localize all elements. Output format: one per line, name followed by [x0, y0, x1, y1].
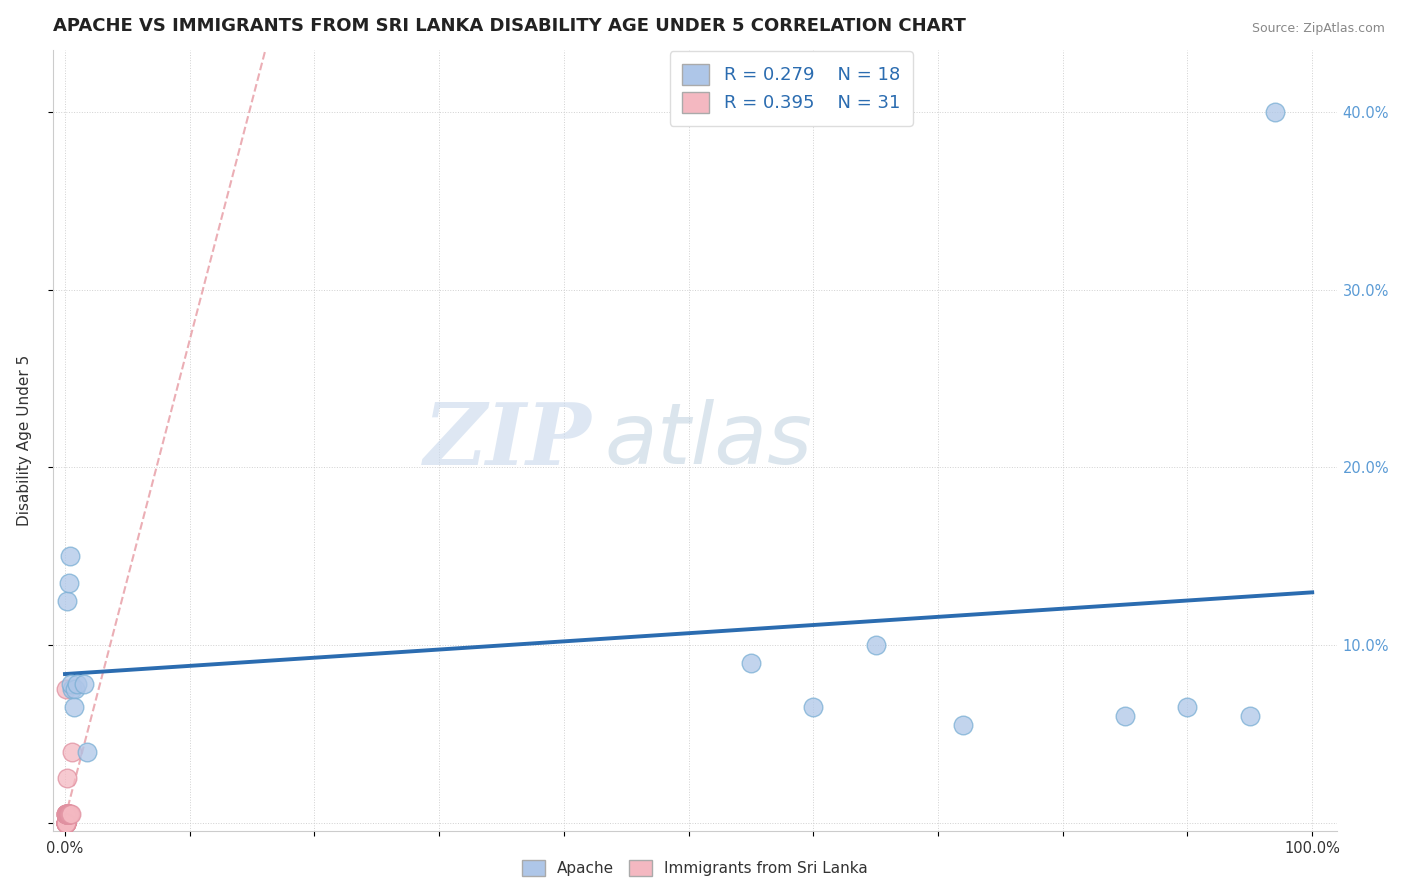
Point [56, 593, 79, 607]
Point [55, 815, 77, 830]
Point [55, 815, 77, 830]
Point [55, 815, 77, 830]
Text: APACHE VS IMMIGRANTS FROM SRI LANKA DISABILITY AGE UNDER 5 CORRELATION CHART: APACHE VS IMMIGRANTS FROM SRI LANKA DISA… [52, 17, 966, 35]
Point [60, 677, 83, 691]
Point [60, 806, 83, 821]
Point [55, 815, 77, 830]
Point [58, 575, 80, 590]
Point [66, 677, 89, 691]
Point [55, 815, 77, 830]
Point [56, 806, 79, 821]
Point [55, 815, 77, 830]
Text: ZIP: ZIP [425, 399, 592, 483]
Point [62, 682, 84, 697]
Point [55, 815, 77, 830]
Point [73, 677, 96, 691]
Point [952, 718, 974, 732]
Text: atlas: atlas [605, 400, 813, 483]
Point [55, 815, 77, 830]
Point [1239, 709, 1261, 723]
Point [62, 700, 84, 714]
Point [58, 806, 80, 821]
Point [56, 806, 79, 821]
Point [63, 682, 86, 697]
Point [1177, 700, 1199, 714]
Point [58, 806, 80, 821]
Legend: Apache, Immigrants from Sri Lanka: Apache, Immigrants from Sri Lanka [516, 855, 875, 882]
Point [55, 815, 77, 830]
Point [58, 806, 80, 821]
Point [76, 745, 98, 759]
Point [740, 656, 762, 670]
Point [56, 771, 79, 785]
Point [55, 806, 77, 821]
Point [59, 549, 82, 564]
Point [56, 806, 79, 821]
Point [1114, 709, 1136, 723]
Point [55, 806, 77, 821]
Point [865, 638, 887, 652]
Point [1264, 105, 1286, 120]
Point [801, 700, 824, 714]
Point [56, 806, 79, 821]
Point [55, 682, 77, 697]
Y-axis label: Disability Age Under 5: Disability Age Under 5 [17, 355, 32, 526]
Point [56, 806, 79, 821]
Point [55, 815, 77, 830]
Point [58, 806, 80, 821]
Point [59, 806, 82, 821]
Point [55, 815, 77, 830]
Point [55, 815, 77, 830]
Text: Source: ZipAtlas.com: Source: ZipAtlas.com [1251, 22, 1385, 36]
Point [55, 806, 77, 821]
Point [56, 806, 79, 821]
Point [62, 745, 84, 759]
Point [55, 806, 77, 821]
